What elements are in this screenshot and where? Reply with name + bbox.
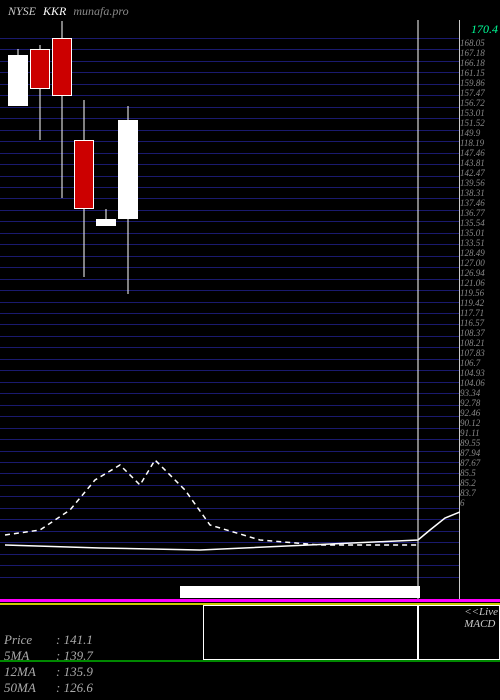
price-level-label: 117.71	[460, 308, 498, 318]
candlestick	[8, 20, 28, 600]
price-level-label: 126.94	[460, 268, 498, 278]
price-level-label: 85.2	[460, 478, 498, 488]
price-level-label: 121.06	[460, 278, 498, 288]
info-value: : 126.6	[56, 680, 93, 695]
info-row: 12MA: 135.9	[4, 664, 93, 680]
macd-histogram-box	[203, 605, 418, 660]
price-level-label: 159.86	[460, 78, 498, 88]
info-label: Price	[4, 632, 56, 648]
info-label: 12MA	[4, 664, 56, 680]
price-level-label: 119.56	[460, 288, 498, 298]
live-macd-label: <<Live MACD	[464, 606, 498, 630]
macd-yellow-line	[0, 603, 500, 605]
price-level-label: 108.21	[460, 338, 498, 348]
price-level-label: 106.7	[460, 358, 498, 368]
price-level-label: 151.52	[460, 118, 498, 128]
price-level-label: 104.93	[460, 368, 498, 378]
price-level-label: 137.46	[460, 198, 498, 208]
price-level-label: 143.81	[460, 158, 498, 168]
info-row: 50MA: 126.6	[4, 680, 93, 696]
candlestick	[74, 20, 94, 600]
candlestick	[30, 20, 50, 600]
price-level-label: 119.42	[460, 298, 498, 308]
ticker-label: KKR	[43, 4, 66, 18]
price-level-label: 90.12	[460, 418, 498, 428]
candlestick	[118, 20, 138, 600]
candlestick	[180, 20, 420, 600]
price-level-label: 108.37	[460, 328, 498, 338]
info-value: : 139.7	[56, 648, 93, 663]
candlestick	[96, 20, 116, 600]
price-level-label: 139.56	[460, 178, 498, 188]
price-level-label: 156.72	[460, 98, 498, 108]
price-level-label: 142.47	[460, 168, 498, 178]
candlestick	[52, 20, 72, 600]
price-level-label: 92.46	[460, 408, 498, 418]
price-level-label: 138.31	[460, 188, 498, 198]
price-level-label: 83.7	[460, 488, 498, 498]
price-chart-area[interactable]	[0, 20, 460, 600]
info-row: Price: 141.1	[4, 632, 93, 648]
price-level-label: 89.55	[460, 438, 498, 448]
info-label: 5MA	[4, 648, 56, 664]
chart-container: NYSE KKR munafa.pro 170.4 168.05167.1816…	[0, 0, 500, 700]
price-level-label: 92.78	[460, 398, 498, 408]
exchange-label: NYSE	[8, 4, 36, 18]
price-level-label: 87.67	[460, 458, 498, 468]
live-text: <<Live	[464, 606, 498, 618]
price-level-label: 153.01	[460, 108, 498, 118]
price-level-label: 135.01	[460, 228, 498, 238]
price-level-label: 107.83	[460, 348, 498, 358]
info-value: : 135.9	[56, 664, 93, 679]
price-level-label: 136.77	[460, 208, 498, 218]
macd-text: MACD	[464, 618, 498, 630]
price-level-label: 116.57	[460, 318, 498, 328]
price-level-label: 161.15	[460, 68, 498, 78]
top-price-label: 170.4	[471, 22, 498, 37]
macd-pink-line	[0, 599, 500, 602]
price-level-label: 6	[460, 498, 498, 508]
price-level-label: 87.94	[460, 448, 498, 458]
info-value: : 141.1	[56, 632, 93, 647]
info-label: 50MA	[4, 680, 56, 696]
price-level-label: 133.51	[460, 238, 498, 248]
price-level-label: 135.54	[460, 218, 498, 228]
price-level-label: 104.06	[460, 378, 498, 388]
price-level-label: 166.18	[460, 58, 498, 68]
price-axis-labels: 168.05167.18166.18161.15159.86157.47156.…	[460, 38, 498, 618]
price-level-label: 91.11	[460, 428, 498, 438]
chart-header: NYSE KKR munafa.pro	[8, 4, 133, 19]
price-level-label: 147.46	[460, 148, 498, 158]
price-level-label: 85.5	[460, 468, 498, 478]
price-level-label: 167.18	[460, 48, 498, 58]
price-info-box: Price: 141.15MA: 139.712MA: 135.950MA: 1…	[4, 632, 93, 696]
source-label: munafa.pro	[73, 4, 128, 18]
price-level-label: 127.00	[460, 258, 498, 268]
price-level-label: 128.49	[460, 248, 498, 258]
price-level-label: 149.9	[460, 128, 498, 138]
price-level-label: 168.05	[460, 38, 498, 48]
price-level-label: 93.34	[460, 388, 498, 398]
price-level-label: 118.19	[460, 138, 498, 148]
price-level-label: 157.47	[460, 88, 498, 98]
info-row: 5MA: 139.7	[4, 648, 93, 664]
